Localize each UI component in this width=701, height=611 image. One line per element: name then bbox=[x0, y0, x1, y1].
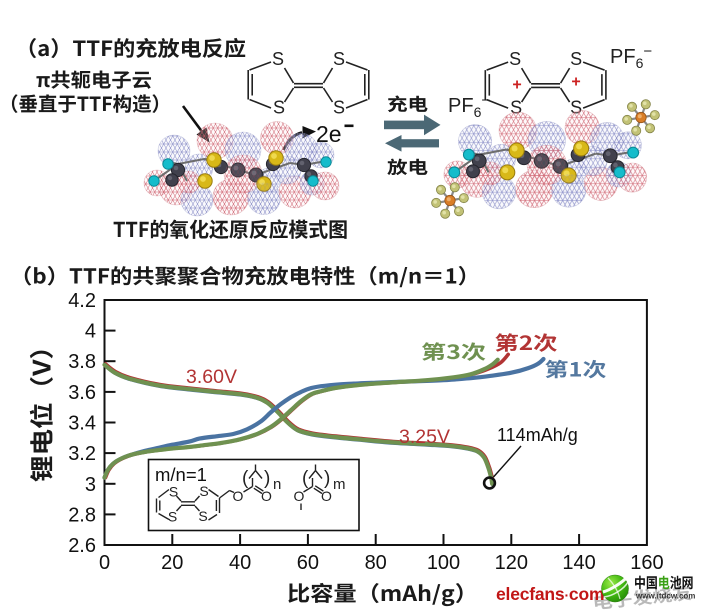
svg-text:3: 3 bbox=[85, 474, 96, 496]
svg-text:S: S bbox=[333, 98, 345, 118]
svg-text:m/n=1: m/n=1 bbox=[155, 464, 207, 485]
svg-text:S: S bbox=[169, 484, 178, 500]
svg-text:3.6: 3.6 bbox=[68, 382, 96, 404]
svg-text:140: 140 bbox=[562, 552, 595, 574]
svg-text:4.2: 4.2 bbox=[68, 290, 96, 312]
svg-text:PF6−: PF6− bbox=[610, 43, 652, 71]
svg-text:O: O bbox=[261, 488, 272, 504]
svg-text:3.2: 3.2 bbox=[68, 443, 96, 465]
svg-text:+: + bbox=[571, 74, 580, 91]
svg-text:S: S bbox=[333, 49, 345, 69]
svg-text:114mAh/g: 114mAh/g bbox=[497, 425, 578, 445]
svg-text:S: S bbox=[199, 483, 208, 499]
svg-text:4: 4 bbox=[85, 321, 96, 343]
svg-text:3.8: 3.8 bbox=[68, 351, 96, 373]
svg-text:3.4: 3.4 bbox=[68, 413, 96, 435]
svg-text:O: O bbox=[233, 488, 244, 504]
svg-text:0: 0 bbox=[99, 552, 110, 574]
svg-text:160: 160 bbox=[630, 552, 663, 574]
svg-text:www.itdcw.com: www.itdcw.com bbox=[635, 592, 695, 601]
svg-text:S: S bbox=[570, 49, 582, 69]
svg-text:): ) bbox=[264, 468, 270, 489]
svg-text:2.8: 2.8 bbox=[68, 504, 96, 526]
svg-text:100: 100 bbox=[427, 552, 460, 574]
svg-text:): ) bbox=[324, 468, 330, 489]
svg-text:PF6−: PF6− bbox=[448, 92, 490, 120]
svg-text:S: S bbox=[509, 49, 521, 69]
svg-text:20: 20 bbox=[161, 552, 183, 574]
svg-text:S: S bbox=[168, 509, 177, 525]
svg-text:120: 120 bbox=[495, 552, 528, 574]
svg-text:S: S bbox=[272, 49, 284, 69]
svg-text:(: ( bbox=[302, 468, 309, 489]
svg-text:m: m bbox=[333, 476, 346, 493]
svg-text:+: + bbox=[512, 77, 521, 94]
svg-text:2.6: 2.6 bbox=[68, 535, 96, 557]
svg-text:elecfans·com: elecfans·com bbox=[496, 584, 604, 604]
svg-text:S: S bbox=[198, 508, 207, 524]
svg-text:O: O bbox=[294, 488, 305, 504]
svg-text:3.60V: 3.60V bbox=[186, 366, 237, 388]
svg-text:40: 40 bbox=[229, 552, 251, 574]
svg-text:n: n bbox=[273, 476, 281, 493]
svg-text:3.25V: 3.25V bbox=[399, 426, 450, 448]
svg-text:S: S bbox=[273, 98, 285, 118]
svg-text:(: ( bbox=[242, 468, 249, 489]
svg-text:60: 60 bbox=[297, 552, 319, 574]
svg-text:80: 80 bbox=[365, 552, 387, 574]
svg-text:O: O bbox=[321, 488, 332, 504]
